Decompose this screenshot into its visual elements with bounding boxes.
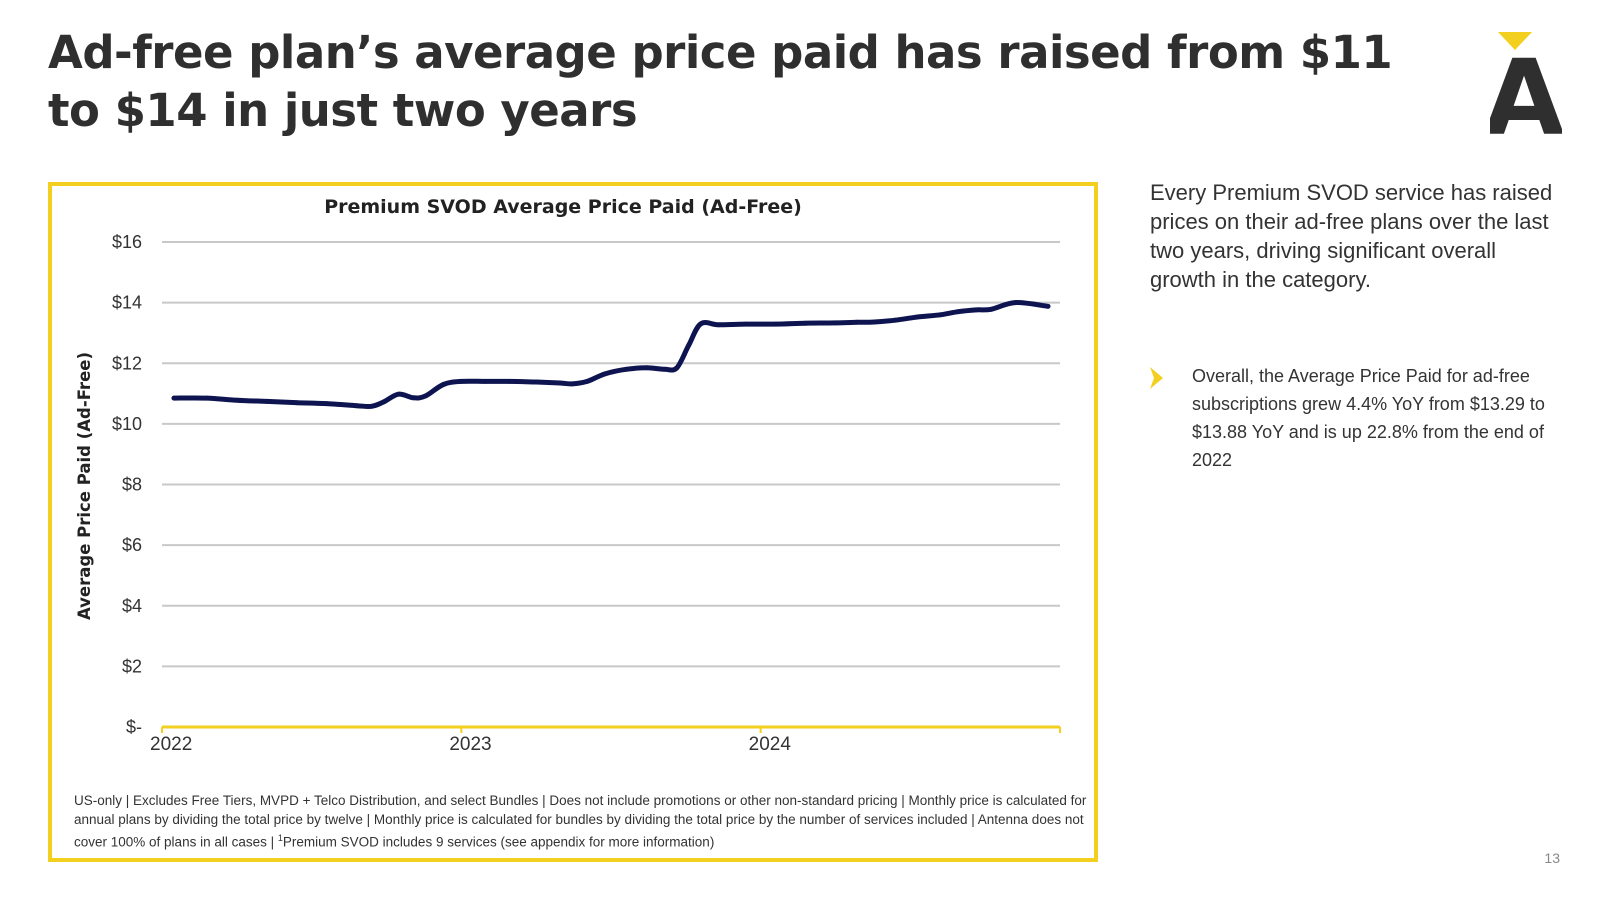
x-tick-label-0: 2022 [150, 734, 192, 755]
data-point-0-36 [937, 312, 943, 318]
y-tick-label-8: $16 [112, 232, 142, 252]
logo-triangle-icon [1498, 32, 1532, 50]
y-tick-label-6: $12 [112, 353, 142, 373]
data-point-0-35 [913, 314, 919, 320]
y-axis-label: Average Price Paid (Ad-Free) [75, 352, 94, 620]
x-tick-label-1: 2023 [449, 734, 491, 755]
grid-lines [162, 241, 1060, 668]
data-point-0-14 [482, 379, 488, 384]
antenna-logo: A [1490, 32, 1562, 140]
data-point-0-7 [369, 403, 374, 409]
y-tick-label-0: $- [126, 717, 142, 737]
chart-title: Premium SVOD Average Price Paid (Ad-Free… [324, 196, 802, 218]
y-tick-label-4: $8 [122, 475, 142, 495]
y-tick-label-7: $14 [112, 293, 142, 313]
data-point-0-41 [1045, 303, 1051, 309]
y-tick-label-1: $2 [122, 656, 142, 676]
data-point-0-6 [354, 403, 359, 409]
data-point-0-10 [411, 395, 416, 401]
price-line-chart: Premium SVOD Average Price Paid (Ad-Free… [75, 196, 1061, 755]
data-point-0-9 [396, 391, 401, 397]
data-point-0-26 [698, 321, 704, 327]
series-layer [171, 300, 1051, 410]
data-point-0-24 [674, 365, 680, 371]
data-point-0-23 [662, 366, 668, 372]
data-point-0-11 [423, 393, 428, 399]
data-point-0-18 [569, 381, 575, 387]
data-point-0-20 [602, 371, 608, 377]
x-axis [161, 725, 1061, 733]
slide-title: Ad-free plan’s average price paid has ra… [48, 26, 1393, 137]
data-point-0-21 [623, 366, 629, 372]
data-point-0-4 [294, 400, 300, 406]
data-point-0-0 [171, 395, 177, 401]
chevron-right-icon [1150, 367, 1163, 389]
page-number: 13 [1544, 850, 1560, 866]
bullet-text: Overall, the Average Price Paid for ad-f… [1192, 366, 1545, 470]
data-point-0-15 [506, 379, 512, 384]
data-point-0-32 [854, 319, 859, 325]
y-tick-label-5: $10 [112, 414, 142, 434]
data-point-0-13 [458, 379, 464, 384]
x-tick-label-2: 2024 [749, 734, 792, 755]
data-point-0-40 [1012, 300, 1018, 305]
chart-frame: Premium SVOD Average Price Paid (Ad-Free… [48, 182, 1098, 862]
data-point-0-25 [686, 342, 692, 348]
y-tick-label-2: $4 [122, 596, 142, 616]
footnote-tail: Premium SVOD includes 9 services (see ap… [282, 834, 715, 850]
data-point-0-16 [533, 379, 539, 385]
data-point-0-2 [234, 397, 240, 403]
footnote-superscript: 1 [277, 833, 283, 843]
logo-letter: A [1490, 37, 1562, 140]
data-point-0-37 [955, 309, 961, 315]
y-tick-labels: $- $2 $4 $6 $8 $10 $12 $14 $16 [112, 232, 142, 737]
data-point-0-22 [644, 365, 650, 371]
data-point-0-1 [204, 395, 210, 401]
data-point-0-12 [441, 382, 446, 387]
chart-footnote: US-only | Excludes Free Tiers, MVPD + Te… [74, 792, 1094, 852]
y-tick-label-3: $6 [122, 535, 142, 555]
data-point-0-34 [893, 317, 898, 323]
x-tick-labels: 2022 2023 2024 [150, 734, 791, 755]
data-point-0-33 [872, 319, 877, 325]
data-point-0-27 [716, 322, 722, 328]
footnote-main: US-only | Excludes Free Tiers, MVPD + Te… [74, 793, 1087, 850]
data-point-0-31 [833, 320, 838, 326]
data-point-0-8 [381, 399, 386, 405]
data-point-0-17 [557, 380, 563, 386]
data-point-0-30 [803, 320, 808, 326]
data-point-0-39 [988, 306, 994, 312]
summary-text: Every Premium SVOD service has raised pr… [1150, 180, 1553, 292]
data-point-0-5 [324, 401, 329, 406]
data-point-0-28 [743, 321, 749, 327]
data-point-0-19 [584, 379, 590, 384]
data-point-0-3 [264, 399, 270, 404]
data-point-0-38 [973, 307, 979, 313]
data-point-0-29 [773, 321, 778, 327]
